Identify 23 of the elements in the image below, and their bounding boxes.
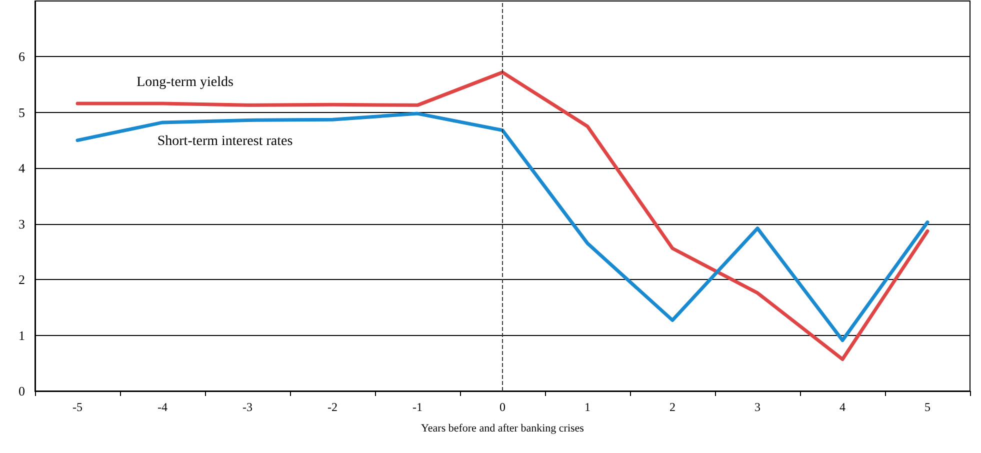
series-label: Long-term yields (136, 74, 234, 90)
series-label: Short-term interest rates (157, 134, 293, 149)
line-series (76, 112, 930, 342)
y-tick-label: 1 (18, 328, 25, 343)
y-tick-label: 2 (18, 272, 25, 288)
x-tick-label: -3 (242, 400, 252, 414)
y-tick-label: 3 (18, 216, 25, 232)
x-tick-label: -4 (158, 400, 168, 414)
line-series (76, 70, 930, 361)
x-axis-title: Years before and after banking crises (421, 422, 584, 434)
x-tick-label: -1 (412, 400, 422, 414)
x-tick-label: 0 (500, 400, 506, 414)
x-tick-label: 4 (840, 400, 846, 414)
y-tick-label: 5 (18, 104, 25, 120)
x-tick-label: 3 (754, 400, 760, 414)
x-tick-label: -2 (328, 400, 338, 414)
y-tick-label: 0 (18, 384, 25, 398)
x-tick-label: 5 (924, 400, 930, 414)
x-tick-label: 1 (584, 400, 590, 414)
y-tick-label: 4 (18, 160, 26, 176)
y-tick-label: 6 (18, 49, 26, 64)
x-tick-label: -5 (72, 400, 82, 414)
x-tick-label: 2 (670, 400, 676, 414)
